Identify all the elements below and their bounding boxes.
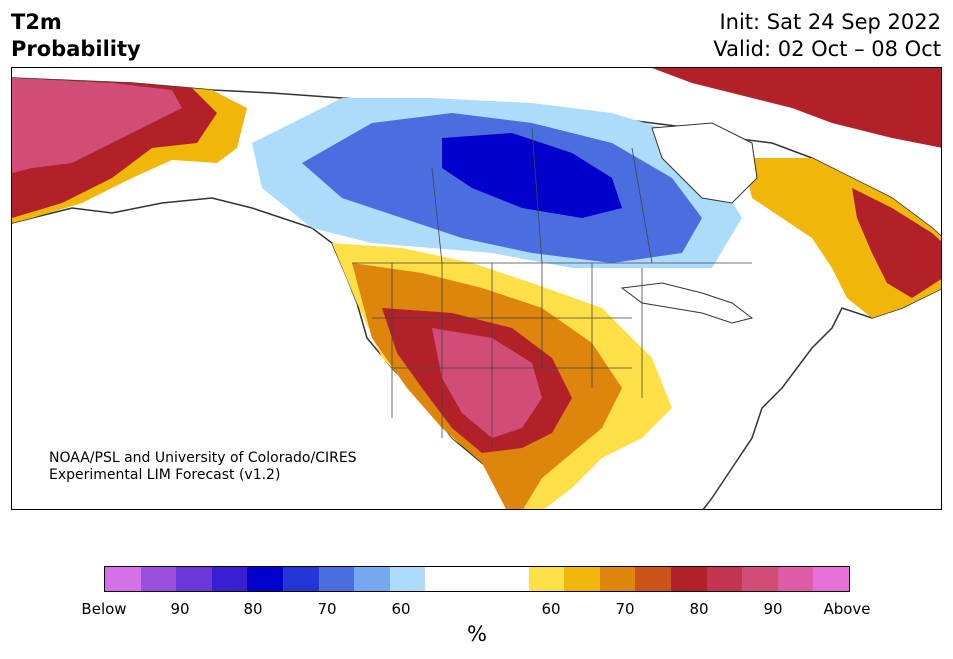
colorbar-swatch-above-4 bbox=[670, 567, 707, 591]
colorbar-tick-label: Below bbox=[81, 600, 127, 618]
colorbar-tick-label: 90 bbox=[170, 600, 190, 618]
colorbar-swatch-above-6 bbox=[742, 567, 778, 591]
probability-map bbox=[11, 67, 942, 510]
colorbar-tick-label: 90 bbox=[763, 600, 783, 618]
colorbar-swatch-below-8 bbox=[389, 567, 426, 591]
colorbar-swatch-below-6 bbox=[318, 567, 355, 591]
southwest-shade-pink bbox=[432, 328, 542, 438]
colorbar-swatch-below-3 bbox=[211, 567, 248, 591]
colorbar-unit: % bbox=[467, 622, 487, 646]
colorbar-swatch-below-4 bbox=[247, 567, 283, 591]
colorbar-swatch-below-1 bbox=[140, 567, 177, 591]
init-date: Init: Sat 24 Sep 2022 bbox=[719, 10, 941, 34]
credit-text: NOAA/PSL and University of Colorado/CIRE… bbox=[49, 450, 357, 484]
boundary-lines bbox=[352, 127, 752, 448]
map-canvas bbox=[12, 68, 941, 509]
colorbar-swatch-above-1 bbox=[564, 567, 600, 591]
title-line1: T2m bbox=[11, 10, 62, 34]
colorbar-swatch-below-5 bbox=[282, 567, 319, 591]
colorbar-tick-label: 60 bbox=[391, 600, 411, 618]
valid-date: Valid: 02 Oct – 08 Oct bbox=[713, 37, 941, 61]
arctic-shade bbox=[652, 68, 941, 148]
great-lakes bbox=[620, 282, 754, 324]
forecast-dates: Init: Sat 24 Sep 2022 Valid: 02 Oct – 08… bbox=[713, 9, 941, 63]
credit-line2: Experimental LIM Forecast (v1.2) bbox=[49, 467, 281, 483]
colorbar-swatch-below-2 bbox=[176, 567, 212, 591]
colorbar-swatch-above-2 bbox=[599, 567, 636, 591]
colorbar-swatch-below-0 bbox=[105, 567, 141, 591]
colorbar-swatch-above-5 bbox=[706, 567, 743, 591]
colorbar-swatch-above-7 bbox=[777, 567, 814, 591]
colorbar-swatch-above-0 bbox=[528, 567, 565, 591]
colorbar-swatch-below-7 bbox=[354, 567, 390, 591]
colorbar-tick-label: 80 bbox=[243, 600, 263, 618]
colorbar-swatch-above-3 bbox=[635, 567, 671, 591]
colorbar-tick-label: 80 bbox=[689, 600, 709, 618]
colorbar-tick-label: 60 bbox=[541, 600, 561, 618]
credit-line1: NOAA/PSL and University of Colorado/CIRE… bbox=[49, 450, 357, 466]
title-line2: Probability bbox=[11, 37, 141, 61]
colorbar-swatch-above-8 bbox=[813, 567, 849, 591]
canada-shade-dark bbox=[442, 133, 622, 218]
hudson-bay bbox=[651, 122, 758, 204]
colorbar-tick-label: 70 bbox=[615, 600, 635, 618]
colorbar-swatch-neutral bbox=[425, 567, 529, 591]
northeast-shade-red bbox=[852, 188, 941, 298]
colorbar-tick-label: Above bbox=[823, 600, 871, 618]
map-title: T2m Probability bbox=[11, 9, 141, 63]
alaska-shade-inner bbox=[12, 78, 182, 173]
colorbar bbox=[104, 566, 850, 592]
colorbar-tick-label: 70 bbox=[317, 600, 337, 618]
